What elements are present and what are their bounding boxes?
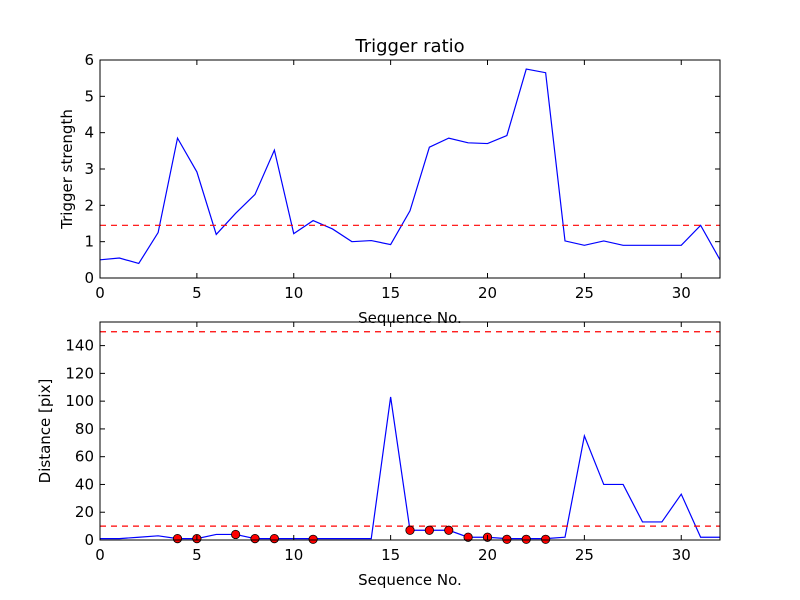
y-tick-label: 60 <box>75 448 94 466</box>
data-point-marker <box>424 525 434 535</box>
y-tick-label: 120 <box>65 364 94 382</box>
x-tick-label: 5 <box>192 284 202 302</box>
data-point-marker <box>521 534 531 544</box>
y-tick-label: 100 <box>65 392 94 410</box>
x-tick-label: 30 <box>672 284 691 302</box>
axes-frame <box>99 321 721 541</box>
y-tick-label: 5 <box>84 87 94 105</box>
data-point-marker <box>405 525 415 535</box>
x-tick-label: 25 <box>575 546 594 564</box>
data-point-marker <box>444 525 454 535</box>
x-tick-label: 10 <box>284 546 303 564</box>
y-tick-label: 80 <box>75 420 94 438</box>
x-tick-label: 20 <box>478 284 497 302</box>
y-tick-label: 0 <box>84 531 94 549</box>
data-point-marker <box>308 534 318 544</box>
x-tick-label: 0 <box>95 546 105 564</box>
plot-area <box>100 68 720 265</box>
y-tick-label: 6 <box>84 51 94 69</box>
y-axis-label: Trigger strength <box>58 109 76 230</box>
distance-panel: 0 5 10 15 20 25 30 0 20 40 60 80 100 120 140 Sequence N… <box>36 321 721 589</box>
x-axis-label: Sequence No. <box>358 571 462 589</box>
data-point-marker <box>269 534 279 544</box>
y-tick-label: 140 <box>65 337 94 355</box>
data-point-marker <box>172 534 183 544</box>
data-point-marker <box>250 534 260 544</box>
x-tick-label: 20 <box>478 546 497 564</box>
y-tick-label: 2 <box>84 196 94 214</box>
data-point-marker <box>463 532 473 542</box>
series-line-0 <box>100 68 720 265</box>
y-tick-label: 4 <box>84 124 94 142</box>
x-tick-label: 5 <box>192 546 202 564</box>
data-point-marker <box>541 534 551 544</box>
data-point-marker <box>231 529 241 540</box>
data-point-marker <box>502 534 512 544</box>
y-tick-label: 40 <box>75 475 94 493</box>
y-axis-label: Distance [pix] <box>36 379 54 484</box>
x-tick-label: 0 <box>95 284 105 302</box>
x-tick-label: 10 <box>284 284 303 302</box>
x-tick-label: 15 <box>381 546 400 564</box>
x-axis-label: Sequence No. <box>358 309 462 327</box>
y-tick-label: 0 <box>84 269 94 287</box>
trigger-ratio-panel: 0 5 10 15 20 25 30 0 1 2 3 4 5 6 Trigger ratio Sequence… <box>58 36 721 327</box>
y-tick-label: 3 <box>84 160 94 178</box>
x-tick-label: 25 <box>575 284 594 302</box>
chart-title: Trigger ratio <box>354 36 464 57</box>
y-tick-label: 1 <box>84 233 94 251</box>
x-tick-label: 15 <box>381 284 400 302</box>
x-tick-label: 30 <box>672 546 691 564</box>
y-tick-label: 20 <box>75 503 94 521</box>
